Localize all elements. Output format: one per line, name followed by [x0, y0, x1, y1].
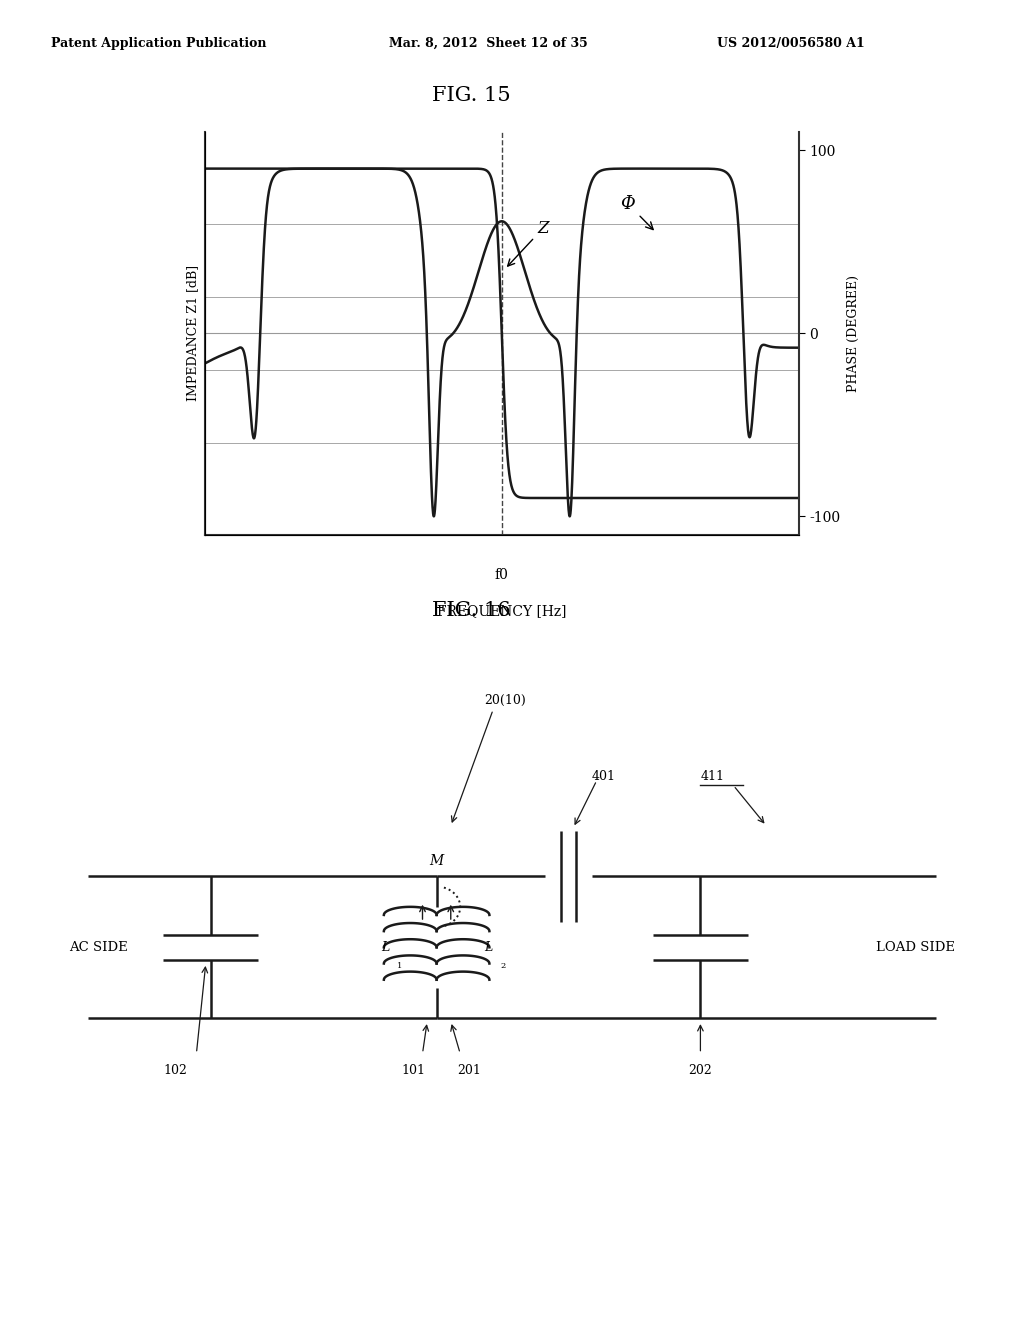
Text: Z: Z — [508, 219, 549, 267]
Text: M: M — [429, 854, 443, 869]
Text: L: L — [381, 941, 389, 954]
Text: 201: 201 — [458, 1064, 481, 1077]
Text: AC SIDE: AC SIDE — [70, 941, 128, 954]
Text: FREQUENCY [Hz]: FREQUENCY [Hz] — [437, 605, 566, 618]
Text: 102: 102 — [163, 1064, 187, 1077]
Y-axis label: IMPEDANCE Z1 [dB]: IMPEDANCE Z1 [dB] — [186, 265, 200, 401]
Text: Mar. 8, 2012  Sheet 12 of 35: Mar. 8, 2012 Sheet 12 of 35 — [389, 37, 588, 50]
Text: L: L — [484, 941, 493, 954]
Text: 401: 401 — [592, 771, 616, 783]
Text: FIG. 15: FIG. 15 — [432, 86, 510, 104]
Text: LOAD SIDE: LOAD SIDE — [876, 941, 954, 954]
Text: Patent Application Publication: Patent Application Publication — [51, 37, 266, 50]
Text: FIG. 16: FIG. 16 — [432, 601, 510, 619]
Text: 101: 101 — [401, 1064, 425, 1077]
Text: f0: f0 — [495, 568, 509, 582]
Text: 2: 2 — [501, 962, 506, 970]
Text: 411: 411 — [700, 771, 724, 783]
Text: 1: 1 — [397, 962, 402, 970]
Text: US 2012/0056580 A1: US 2012/0056580 A1 — [717, 37, 864, 50]
Text: 20(10): 20(10) — [483, 694, 525, 708]
Text: Φ: Φ — [621, 195, 653, 230]
Y-axis label: PHASE (DEGREE): PHASE (DEGREE) — [847, 275, 860, 392]
Text: 202: 202 — [688, 1064, 713, 1077]
